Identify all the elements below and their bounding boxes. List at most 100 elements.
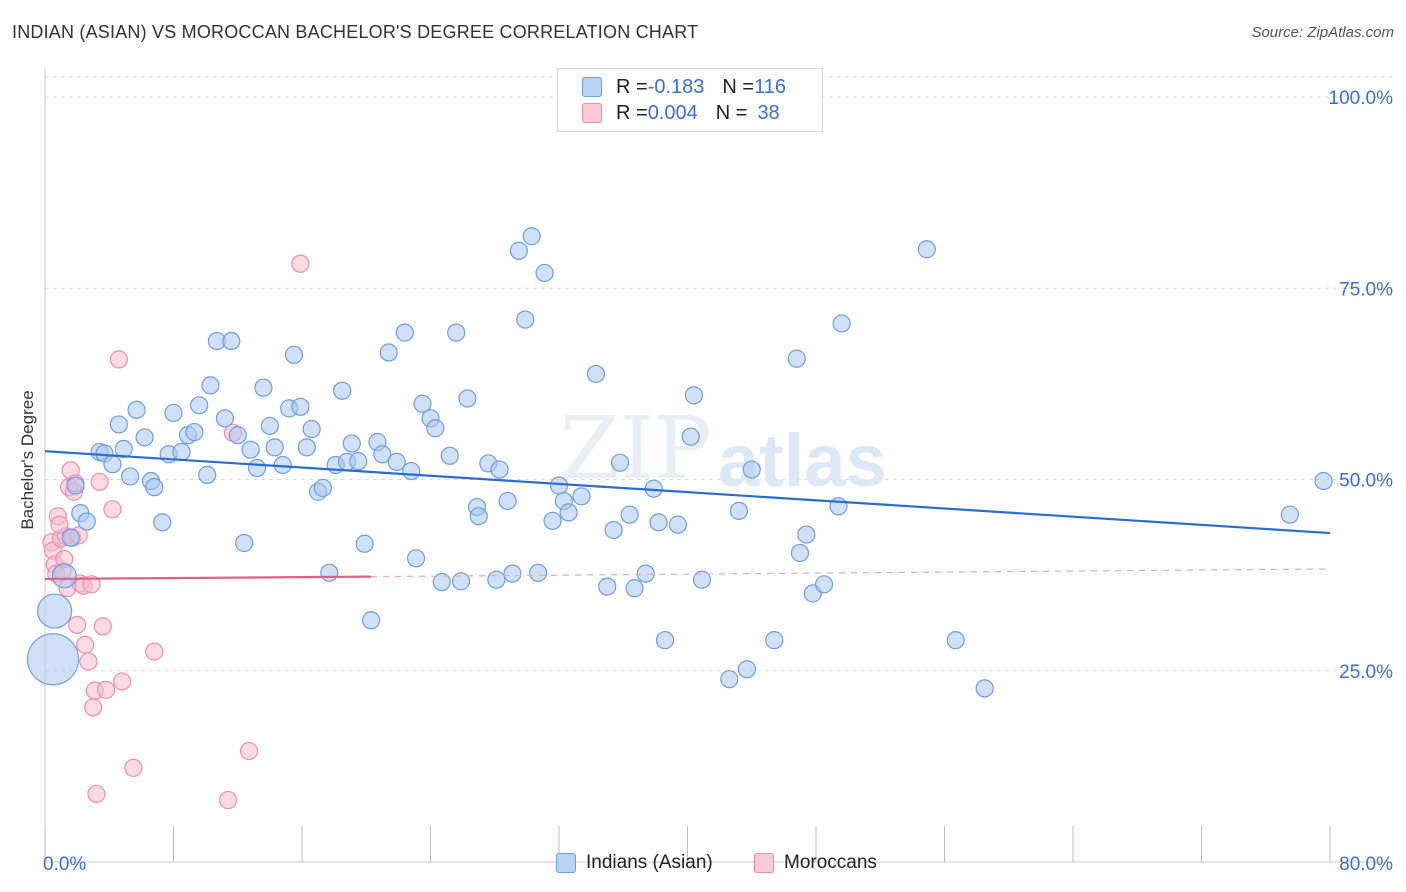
indian-point <box>604 520 623 540</box>
gridlines <box>45 76 1392 672</box>
indian-point <box>342 434 361 453</box>
moroccans-legend-swatch <box>754 853 774 873</box>
indian-point <box>235 533 254 553</box>
moroccan-point <box>93 617 112 636</box>
moroccan-point <box>96 680 116 699</box>
moroccans-swatch <box>582 103 602 123</box>
indian-point <box>447 323 466 342</box>
trend-lines <box>44 450 1331 581</box>
indian-point <box>503 564 522 583</box>
indian-point <box>498 491 517 511</box>
indian-point <box>636 564 655 583</box>
x-tick-label: 0.0% <box>43 854 86 875</box>
moroccan-point <box>68 615 87 634</box>
watermark-atlas: atlas <box>718 419 887 502</box>
indian-point <box>145 478 164 497</box>
indian-point <box>395 323 414 342</box>
indian-point <box>790 543 810 563</box>
indian-point <box>228 426 247 445</box>
indians-legend-swatch <box>556 853 576 873</box>
legend-item-indians: Indians (Asian) <box>556 852 713 874</box>
indian-point <box>387 452 406 472</box>
moroccans-trend-extension <box>371 568 1331 578</box>
indian-point <box>355 534 374 553</box>
legend-row-indians: R = -0.183 N = 116 <box>582 75 786 99</box>
y-tick-label: 50.0% <box>1339 471 1393 492</box>
indian-point <box>66 476 85 495</box>
indian-point <box>109 415 128 434</box>
indian-point <box>522 227 541 246</box>
axes <box>44 68 1392 863</box>
indian-point <box>265 438 284 457</box>
indian-point <box>402 461 421 481</box>
indian-point <box>26 633 80 686</box>
indian-point <box>572 487 591 506</box>
indian-point <box>1280 505 1299 524</box>
moroccan-point <box>82 575 101 594</box>
indian-point <box>451 572 471 591</box>
indian-point <box>529 563 548 582</box>
legend-item-moroccans: Moroccans <box>754 852 877 874</box>
indian-point <box>765 631 784 650</box>
indian-point <box>432 572 451 592</box>
tick-labels: 25.0% 50.0% 75.0% 100.0% 0.0% 80.0% <box>43 88 1393 875</box>
n-value-moroccans: 38 <box>757 101 780 124</box>
indian-point <box>543 511 562 530</box>
indian-point <box>349 452 368 471</box>
indian-point <box>559 503 578 522</box>
indian-point <box>975 679 994 698</box>
indian-point <box>313 478 332 498</box>
y-tick-label: 75.0% <box>1339 279 1393 300</box>
indian-point <box>737 660 757 679</box>
indian-point <box>254 378 273 397</box>
stats-legend: R = -0.183 N = 116 R = 0.004 N = 38 <box>557 68 823 132</box>
indian-point <box>37 593 73 629</box>
indian-point <box>655 631 675 650</box>
indian-point <box>586 364 606 384</box>
indian-point <box>549 476 569 495</box>
y-tick-label: 100.0% <box>1329 88 1394 109</box>
indian-point <box>333 381 352 400</box>
moroccan-point <box>76 635 95 654</box>
indian-point <box>620 505 639 524</box>
indian-point <box>487 570 506 589</box>
indian-point <box>720 670 739 689</box>
indian-point <box>598 577 617 596</box>
indian-point <box>742 460 761 479</box>
indians-swatch <box>582 77 602 97</box>
indian-point <box>127 400 146 419</box>
legend-row-moroccans: R = 0.004 N = 38 <box>582 101 780 125</box>
indians-legend-label: Indians (Asian) <box>586 852 713 873</box>
indian-point <box>426 419 445 438</box>
indian-point <box>832 314 851 333</box>
indian-point <box>164 403 183 423</box>
indian-point <box>917 240 936 259</box>
indian-point <box>406 549 426 568</box>
watermark: ZIP atlas <box>560 399 887 502</box>
moroccan-point <box>84 698 103 717</box>
indian-point <box>610 453 630 472</box>
indian-point <box>103 455 122 474</box>
indian-point <box>61 528 80 547</box>
moroccan-point <box>50 515 69 534</box>
indian-point <box>153 513 172 532</box>
moroccans-trend-line <box>44 575 372 581</box>
indian-point <box>121 467 140 486</box>
indian-point <box>284 345 304 364</box>
moroccan-point <box>79 652 98 671</box>
watermark-zip: ZIP <box>560 399 712 499</box>
moroccan-point <box>124 758 143 778</box>
moroccan-point <box>103 500 122 519</box>
indian-point <box>729 501 749 520</box>
indian-point <box>490 460 509 479</box>
indian-point <box>684 386 704 405</box>
indian-point <box>373 445 392 464</box>
indian-point <box>247 458 267 478</box>
indian-point <box>135 428 154 447</box>
indian-point <box>185 422 204 442</box>
moroccan-point <box>87 784 106 804</box>
r-value-moroccans: 0.004 <box>647 101 698 124</box>
indian-point <box>625 579 644 598</box>
indian-point <box>649 513 668 532</box>
